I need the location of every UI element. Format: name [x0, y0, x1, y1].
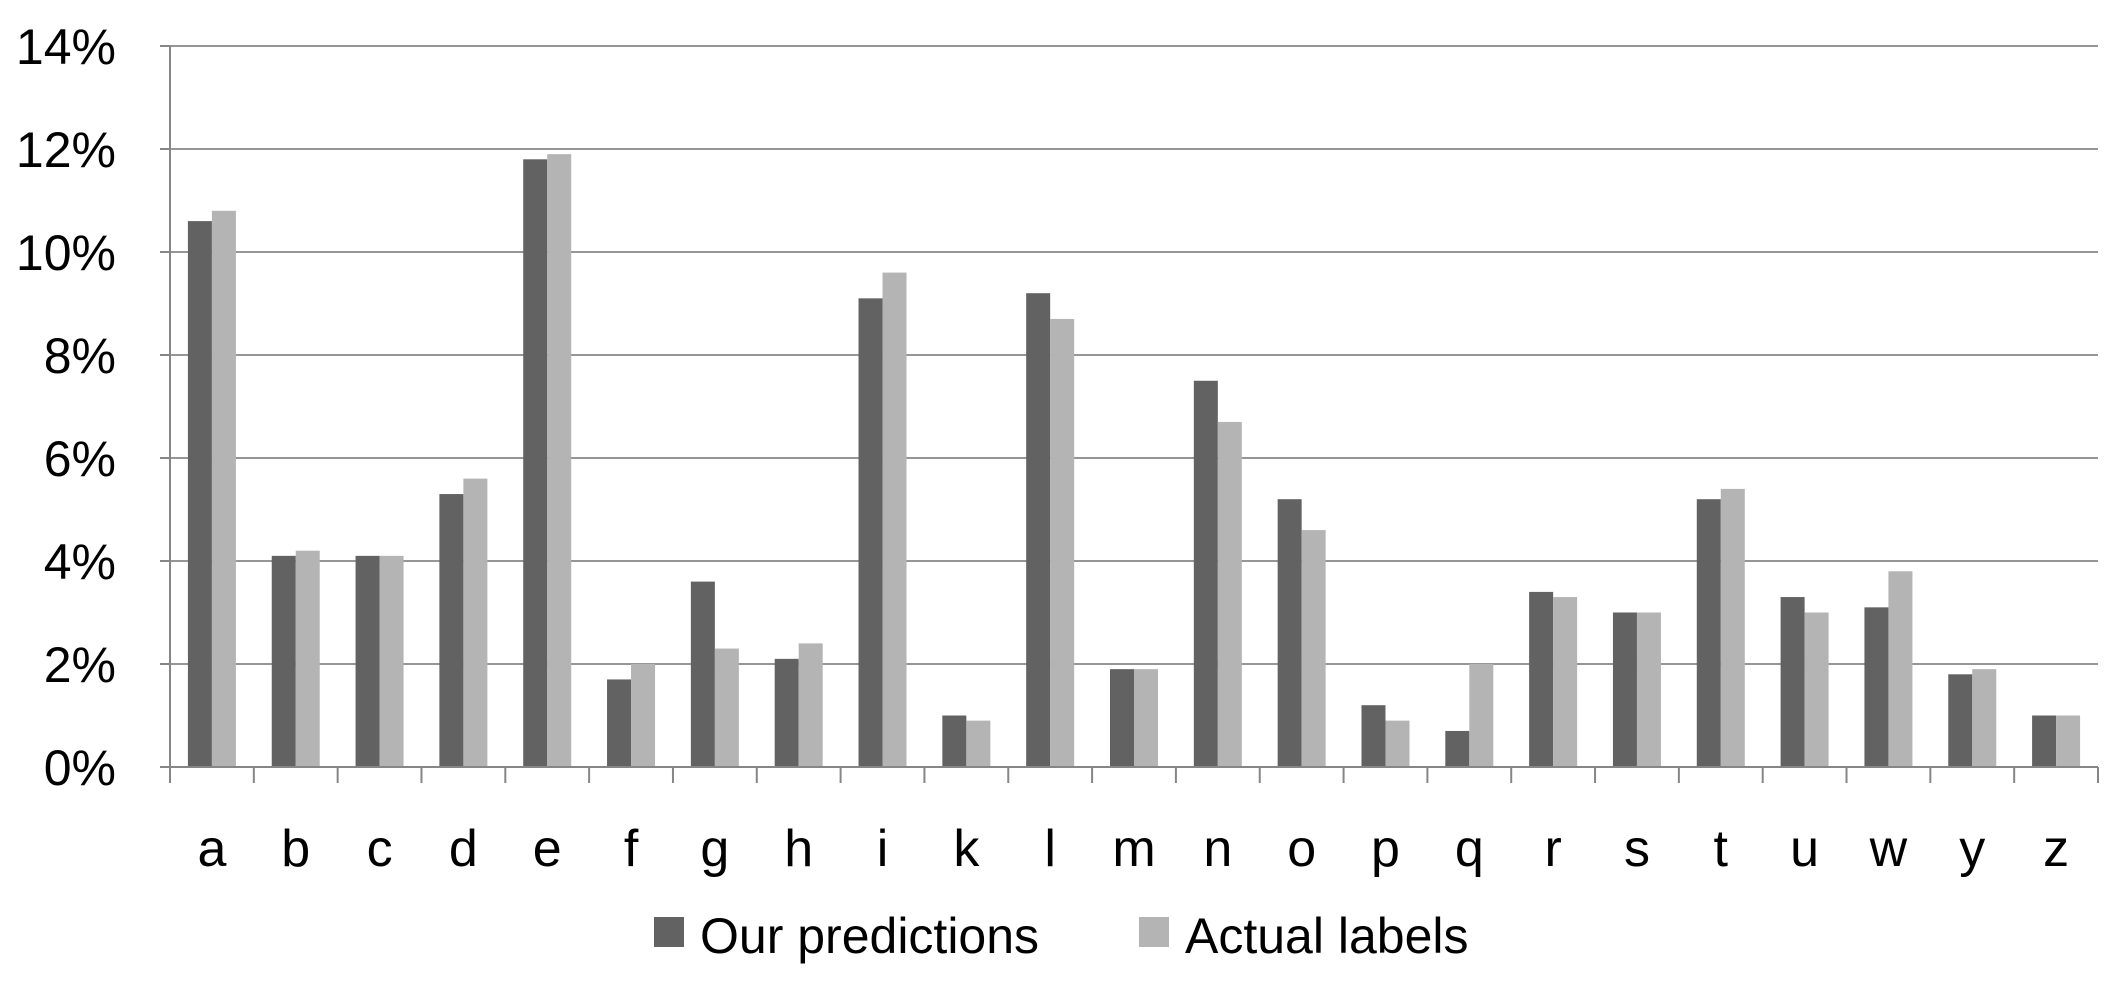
bar-actual-labels-y: [1972, 669, 1997, 767]
bar-our-predictions-u: [1780, 597, 1805, 767]
bar-our-predictions-s: [1612, 612, 1637, 767]
bar-our-predictions-b: [271, 555, 296, 767]
x-tick-label: e: [533, 820, 562, 878]
bar-our-predictions-m: [1110, 669, 1134, 767]
bar-our-predictions-y: [1948, 674, 1973, 767]
x-tick-label: g: [700, 820, 729, 878]
bar-actual-labels-n: [1217, 421, 1242, 767]
bar-actual-labels-l: [1050, 318, 1075, 767]
bar-our-predictions-k: [942, 715, 967, 767]
bar-actual-labels-e: [547, 154, 572, 767]
bar-actual-labels-i: [882, 272, 907, 767]
legend-label-actual-labels: Actual labels: [1185, 908, 1469, 964]
bar-actual-labels-u: [1804, 612, 1829, 767]
bar-our-predictions-n: [1193, 380, 1218, 767]
bar-our-predictions-z: [2032, 715, 2057, 767]
bar-actual-labels-z: [2056, 715, 2081, 767]
bar-actual-labels-q: [1469, 664, 1494, 767]
x-tick-label: n: [1203, 820, 1232, 878]
bar-our-predictions-w: [1864, 607, 1889, 767]
y-tick-label: 6%: [44, 431, 116, 487]
bar-actual-labels-a: [211, 210, 236, 768]
bar-our-predictions-t: [1696, 499, 1721, 767]
x-tick-label: i: [877, 820, 889, 878]
bar-actual-labels-t: [1720, 488, 1745, 767]
bar-our-predictions-h: [774, 658, 799, 767]
bar-actual-labels-p: [1385, 720, 1410, 767]
bar-our-predictions-r: [1529, 591, 1554, 767]
bar-our-predictions-e: [523, 159, 548, 768]
legend-swatch-our-predictions: [654, 917, 684, 947]
bar-our-predictions-q: [1445, 730, 1470, 767]
bar-actual-labels-r: [1553, 597, 1578, 767]
bar-our-predictions-p: [1361, 705, 1386, 767]
x-tick-label: u: [1790, 820, 1819, 878]
bar-actual-labels-d: [463, 478, 488, 767]
x-tick-label: k: [953, 820, 980, 878]
bar-actual-labels-g: [714, 648, 739, 767]
bar-our-predictions-f: [607, 679, 632, 767]
x-tick-label: q: [1455, 820, 1484, 878]
bar-actual-labels-s: [1636, 612, 1661, 767]
bar-actual-labels-b: [295, 550, 320, 767]
x-tick-label: d: [449, 820, 478, 878]
bar-actual-labels-w: [1888, 571, 1913, 767]
x-tick-label: o: [1287, 820, 1316, 878]
y-tick-label: 2%: [44, 637, 116, 693]
x-tick-label: m: [1112, 820, 1155, 878]
bar-our-predictions-l: [1026, 293, 1051, 767]
bar-actual-labels-o: [1301, 530, 1326, 767]
bar-actual-labels-m: [1134, 669, 1158, 767]
bar-our-predictions-c: [355, 555, 380, 767]
bar-our-predictions-o: [1277, 499, 1302, 767]
axes: [169, 46, 2099, 783]
bar-our-predictions-d: [439, 494, 464, 767]
x-tick-label: a: [197, 820, 226, 878]
bar-actual-labels-k: [966, 720, 991, 767]
bar-our-predictions-g: [690, 581, 715, 767]
x-tick-label: w: [1869, 820, 1908, 878]
bar-actual-labels-h: [798, 643, 823, 767]
y-tick-labels: 0% 2% 4% 6% 8% 10% 12% 14%: [16, 19, 116, 796]
grid-lines: [160, 45, 2098, 768]
bars: [187, 154, 2081, 768]
x-tick-label: t: [1714, 820, 1729, 878]
legend-swatch-actual-labels: [1139, 917, 1169, 947]
bar-actual-labels-f: [631, 664, 656, 767]
legend: Our predictions Actual labels: [654, 908, 1469, 964]
bar-actual-labels-c: [379, 555, 404, 767]
x-tick-label: c: [367, 820, 393, 878]
x-tick-label: b: [281, 820, 310, 878]
x-tick-label: l: [1044, 820, 1056, 878]
x-tick-label: s: [1624, 820, 1650, 878]
bar-our-predictions-i: [858, 298, 883, 767]
x-tick-label: z: [2043, 820, 2069, 878]
x-tick-label: p: [1371, 820, 1400, 878]
y-tick-label: 14%: [16, 19, 116, 75]
bar-our-predictions-a: [187, 221, 212, 768]
legend-label-our-predictions: Our predictions: [700, 908, 1039, 964]
y-tick-label: 8%: [44, 328, 116, 384]
x-tick-label: h: [784, 820, 813, 878]
x-tick-label: y: [1959, 820, 1985, 878]
y-tick-label: 4%: [44, 534, 116, 590]
y-tick-label: 10%: [16, 225, 116, 281]
y-tick-label: 0%: [44, 740, 116, 796]
x-tick-label: f: [624, 820, 639, 878]
y-tick-label: 12%: [16, 122, 116, 178]
x-tick-label: r: [1544, 820, 1561, 878]
